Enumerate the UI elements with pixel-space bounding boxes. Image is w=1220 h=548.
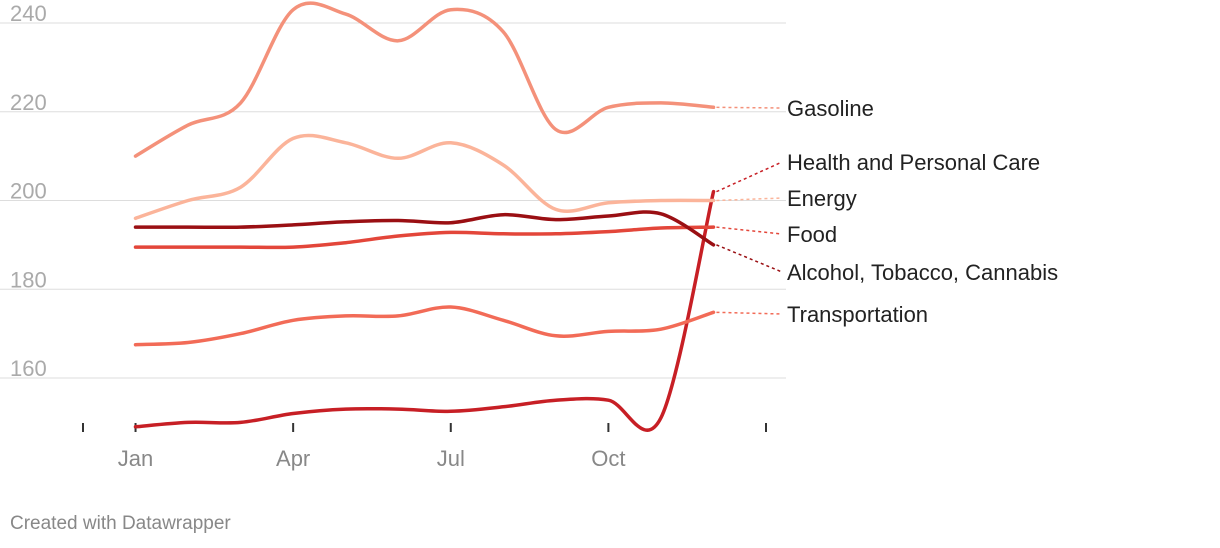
series-label-health-and-personal-care: Health and Personal Care	[787, 150, 1040, 175]
series-labels: Gasoline Health and Personal Care Energy Fo…	[716, 96, 1058, 327]
y-tick-label-200: 200	[10, 179, 47, 204]
x-tick-label-jul: Jul	[437, 446, 465, 471]
leader-line-gasoline	[716, 106, 783, 109]
leader-line-health-and-personal-care	[716, 161, 783, 193]
series-label-food: Food	[787, 222, 837, 247]
leader-line-energy	[716, 197, 783, 202]
series-line-energy	[133, 133, 716, 221]
leader-line-alcohol-tobacco-cannabis	[716, 244, 783, 273]
y-axis: 160 180 200 220 240	[10, 1, 47, 381]
x-tick-label-jan: Jan	[118, 446, 153, 471]
series-label-transportation: Transportation	[787, 302, 928, 327]
x-tick-label-oct: Oct	[591, 446, 625, 471]
series-label-alcohol-tobacco-cannabis: Alcohol, Tobacco, Cannabis	[787, 260, 1058, 285]
series-label-energy: Energy	[787, 186, 857, 211]
series-label-gasoline: Gasoline	[787, 96, 874, 121]
y-tick-label-220: 220	[10, 90, 47, 115]
credit-text: Created with Datawrapper	[10, 513, 231, 534]
series-line-gasoline	[133, 1, 716, 158]
x-tick-label-apr: Apr	[276, 446, 310, 471]
series-line-alcohol-tobacco-cannabis	[133, 210, 716, 247]
y-tick-label-180: 180	[10, 267, 47, 292]
leader-line-food	[716, 226, 783, 235]
series-line-health-and-personal-care	[133, 189, 716, 432]
gridlines	[0, 22, 786, 379]
leader-line-transportation	[716, 311, 783, 315]
x-axis: Jan Apr Jul Oct	[82, 423, 767, 471]
series-line-food	[133, 225, 716, 250]
y-tick-label-160: 160	[10, 356, 47, 381]
series-lines	[133, 1, 716, 432]
series-line-transportation	[133, 305, 716, 347]
y-tick-label-240: 240	[10, 1, 47, 26]
